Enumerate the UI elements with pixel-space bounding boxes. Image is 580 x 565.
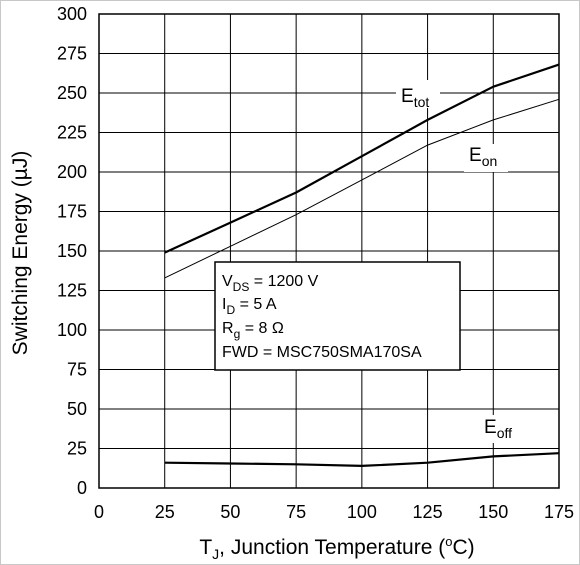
cond-rg-rest: = 8 Ω bbox=[240, 320, 284, 337]
cond-rg-main: R bbox=[222, 320, 234, 337]
label-eon-main: E bbox=[469, 145, 482, 166]
x-tick-label: 175 bbox=[544, 502, 574, 522]
y-tick-label: 275 bbox=[57, 44, 87, 64]
series-lines bbox=[164, 63, 560, 467]
cond-id-main: I bbox=[222, 296, 226, 313]
y-tick-label: 300 bbox=[57, 4, 87, 24]
svg-text:Rg = 8 Ω: Rg = 8 Ω bbox=[222, 320, 284, 341]
y-tick-label: 125 bbox=[57, 281, 87, 301]
label-eoff-sub: off bbox=[497, 425, 512, 441]
x-axis-title-sub: J bbox=[212, 546, 219, 562]
label-eoff: Eoff bbox=[480, 415, 524, 443]
svg-text:ID = 5 A: ID = 5 A bbox=[222, 296, 277, 317]
x-tick-label: 75 bbox=[286, 502, 306, 522]
conditions-box: VDS = 1200 V ID = 5 A Rg = 8 Ω FWD = MSC… bbox=[214, 261, 461, 371]
cond-vds-main: V bbox=[222, 273, 233, 290]
svg-text:Eon: Eon bbox=[469, 145, 497, 169]
svg-text:VDS = 1200 V: VDS = 1200 V bbox=[222, 273, 319, 294]
label-eoff-main: E bbox=[484, 417, 497, 438]
y-tick-label: 250 bbox=[57, 83, 87, 103]
y-tick-label: 50 bbox=[67, 399, 87, 419]
cond-id-sub: D bbox=[226, 303, 235, 317]
y-tick-label: 225 bbox=[57, 123, 87, 143]
x-tick-label: 150 bbox=[478, 502, 508, 522]
series-line-eoff bbox=[164, 452, 560, 467]
y-tick-label: 25 bbox=[67, 439, 87, 459]
y-tick-label: 150 bbox=[57, 241, 87, 261]
grid bbox=[99, 14, 559, 488]
x-tick-label: 50 bbox=[220, 502, 240, 522]
x-axis-title-degree: o bbox=[445, 534, 452, 549]
cond-rg-sub: g bbox=[234, 327, 241, 341]
y-tick-label: 0 bbox=[77, 478, 87, 498]
x-tick-label: 25 bbox=[155, 502, 175, 522]
svg-text:Eoff: Eoff bbox=[484, 417, 512, 441]
plot-border bbox=[98, 13, 560, 489]
cond-vds-rest: = 1200 V bbox=[249, 273, 318, 290]
x-tick-label: 0 bbox=[94, 502, 104, 522]
series-line-eon bbox=[164, 98, 560, 279]
svg-text:FWD = MSC750SMA170SA: FWD = MSC750SMA170SA bbox=[222, 344, 422, 361]
x-axis-title-rest: , Junction Temperature ( bbox=[219, 536, 445, 559]
series-line-etot bbox=[164, 63, 560, 254]
x-tick-labels: 0 25 50 75 100 125 150 175 bbox=[94, 502, 574, 522]
svg-text:Etot: Etot bbox=[401, 86, 429, 110]
y-tick-label: 100 bbox=[57, 320, 87, 340]
y-tick-label: 200 bbox=[57, 162, 87, 182]
y-axis-title: Switching Energy (µJ) bbox=[9, 151, 32, 356]
label-eon-sub: on bbox=[482, 153, 498, 169]
label-eon: Eon bbox=[464, 144, 508, 172]
cond-fwd: FWD = MSC750SMA170SA bbox=[222, 344, 422, 361]
x-tick-label: 100 bbox=[347, 502, 377, 522]
x-axis-title-unit: C) bbox=[452, 536, 474, 559]
cond-id-rest: = 5 A bbox=[235, 296, 277, 313]
y-tick-labels: 0 25 50 75 100 125 150 175 200 225 250 275 300 bbox=[57, 4, 87, 498]
y-tick-label: 175 bbox=[57, 202, 87, 222]
x-tick-label: 125 bbox=[413, 502, 443, 522]
label-etot: Etot bbox=[396, 80, 440, 110]
x-axis-title-prefix: T bbox=[199, 536, 212, 559]
label-etot-sub: tot bbox=[414, 94, 430, 110]
x-axis-title: TJ, Junction Temperature (oC) bbox=[199, 534, 474, 562]
cond-vds-sub: DS bbox=[233, 280, 250, 294]
label-etot-main: E bbox=[401, 86, 414, 107]
y-tick-label: 75 bbox=[67, 360, 87, 380]
